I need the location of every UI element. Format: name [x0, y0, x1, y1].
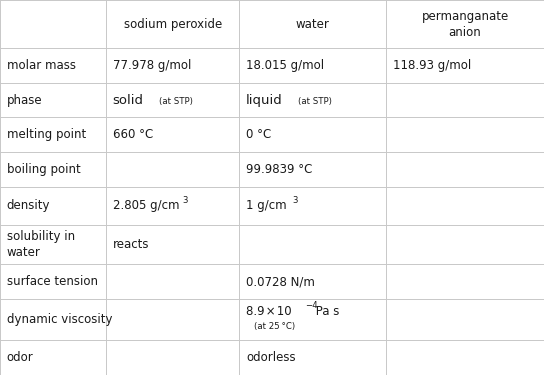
Text: molar mass: molar mass [7, 59, 76, 72]
Text: dynamic viscosity: dynamic viscosity [7, 313, 112, 326]
Text: sodium peroxide: sodium peroxide [123, 18, 222, 31]
Text: boiling point: boiling point [7, 163, 81, 176]
Text: solid: solid [113, 94, 144, 107]
Text: 99.9839 °C: 99.9839 °C [246, 163, 312, 176]
Text: 118.93 g/mol: 118.93 g/mol [393, 59, 471, 72]
Text: (at STP): (at STP) [298, 97, 331, 106]
Text: 0 °C: 0 °C [246, 128, 271, 141]
Text: 18.015 g/mol: 18.015 g/mol [246, 59, 324, 72]
Text: surface tension: surface tension [7, 275, 97, 288]
Text: solubility in
water: solubility in water [7, 230, 75, 260]
Text: permanganate
anion: permanganate anion [422, 10, 509, 39]
Text: 660 °C: 660 °C [113, 128, 153, 141]
Text: 2.805 g/cm: 2.805 g/cm [113, 200, 179, 213]
Text: 3: 3 [292, 196, 298, 205]
Text: density: density [7, 200, 50, 213]
Text: water: water [296, 18, 330, 31]
Text: 0.0728 N/m: 0.0728 N/m [246, 275, 315, 288]
Text: reacts: reacts [113, 238, 149, 251]
Text: 77.978 g/mol: 77.978 g/mol [113, 59, 191, 72]
Text: liquid: liquid [246, 94, 283, 107]
Text: melting point: melting point [7, 128, 86, 141]
Text: odorless: odorless [246, 351, 295, 364]
Text: −4: −4 [305, 301, 317, 310]
Text: phase: phase [7, 94, 42, 107]
Text: 3: 3 [182, 196, 188, 205]
Text: 1 g/cm: 1 g/cm [246, 200, 287, 213]
Text: (at 25 °C): (at 25 °C) [254, 322, 295, 331]
Text: 8.9 × 10: 8.9 × 10 [246, 305, 292, 318]
Text: (at STP): (at STP) [159, 97, 193, 106]
Text: odor: odor [7, 351, 33, 364]
Text: Pa s: Pa s [312, 305, 339, 318]
